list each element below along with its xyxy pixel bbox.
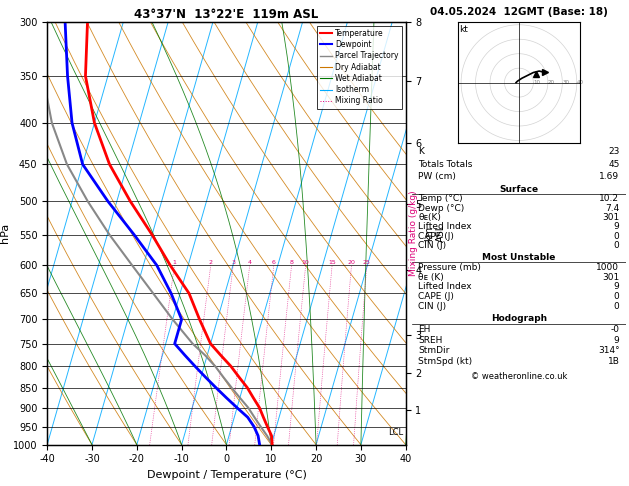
Text: 3: 3 [231, 260, 235, 265]
Text: CAPE (J): CAPE (J) [418, 292, 454, 301]
Text: 15: 15 [328, 260, 336, 265]
Text: Hodograph: Hodograph [491, 314, 547, 323]
Y-axis label: km
ASL: km ASL [425, 224, 446, 243]
Text: 1B: 1B [608, 357, 620, 366]
Text: 10: 10 [302, 260, 309, 265]
Text: 0: 0 [614, 292, 620, 301]
Text: kt: kt [460, 25, 469, 34]
Text: 9: 9 [614, 282, 620, 291]
Text: PW (cm): PW (cm) [418, 172, 456, 181]
Text: Lifted Index: Lifted Index [418, 223, 472, 231]
Text: Temp (°C): Temp (°C) [418, 194, 463, 203]
Text: CIN (J): CIN (J) [418, 302, 447, 311]
Text: 30: 30 [562, 80, 569, 85]
Text: StmDir: StmDir [418, 347, 450, 355]
Text: 1.69: 1.69 [599, 172, 620, 181]
Text: 301: 301 [602, 213, 620, 222]
Text: 40: 40 [577, 80, 584, 85]
Text: 301: 301 [602, 273, 620, 281]
Text: Mixing Ratio (g/kg): Mixing Ratio (g/kg) [409, 191, 418, 276]
Text: 4: 4 [248, 260, 252, 265]
Text: © weatheronline.co.uk: © weatheronline.co.uk [470, 372, 567, 381]
Text: -0: -0 [610, 325, 620, 334]
Text: 0: 0 [614, 302, 620, 311]
Text: 04.05.2024  12GMT (Base: 18): 04.05.2024 12GMT (Base: 18) [430, 7, 608, 17]
Text: 9: 9 [614, 223, 620, 231]
Text: 10: 10 [533, 80, 540, 85]
Text: CIN (J): CIN (J) [418, 241, 447, 250]
Text: 1000: 1000 [596, 263, 620, 272]
Legend: Temperature, Dewpoint, Parcel Trajectory, Dry Adiabat, Wet Adiabat, Isotherm, Mi: Temperature, Dewpoint, Parcel Trajectory… [317, 26, 402, 108]
Text: EH: EH [418, 325, 431, 334]
Text: 23: 23 [608, 147, 620, 156]
Text: LCL: LCL [388, 428, 403, 437]
Text: 20: 20 [548, 80, 555, 85]
Text: 25: 25 [363, 260, 370, 265]
Text: 2: 2 [209, 260, 213, 265]
Text: K: K [418, 147, 425, 156]
Text: 1: 1 [172, 260, 176, 265]
X-axis label: Dewpoint / Temperature (°C): Dewpoint / Temperature (°C) [147, 470, 306, 480]
Text: 9: 9 [614, 336, 620, 345]
Text: Surface: Surface [499, 185, 538, 194]
Text: 8: 8 [289, 260, 294, 265]
Text: Pressure (mb): Pressure (mb) [418, 263, 481, 272]
Text: Totals Totals: Totals Totals [418, 159, 473, 169]
Text: StmSpd (kt): StmSpd (kt) [418, 357, 472, 366]
Text: θᴇ(K): θᴇ(K) [418, 213, 442, 222]
Text: SREH: SREH [418, 336, 443, 345]
Text: 6: 6 [272, 260, 276, 265]
Y-axis label: hPa: hPa [0, 223, 10, 243]
Text: 7.4: 7.4 [605, 204, 620, 212]
Title: 43°37'N  13°22'E  119m ASL: 43°37'N 13°22'E 119m ASL [135, 8, 318, 21]
Text: Dewp (°C): Dewp (°C) [418, 204, 465, 212]
Text: 314°: 314° [598, 347, 620, 355]
Text: 0: 0 [614, 241, 620, 250]
Text: θᴇ (K): θᴇ (K) [418, 273, 444, 281]
Text: 0: 0 [614, 232, 620, 241]
Text: 10.2: 10.2 [599, 194, 620, 203]
Text: 45: 45 [608, 159, 620, 169]
Text: Lifted Index: Lifted Index [418, 282, 472, 291]
Text: CAPE (J): CAPE (J) [418, 232, 454, 241]
Text: Most Unstable: Most Unstable [482, 253, 555, 262]
Text: 20: 20 [348, 260, 355, 265]
